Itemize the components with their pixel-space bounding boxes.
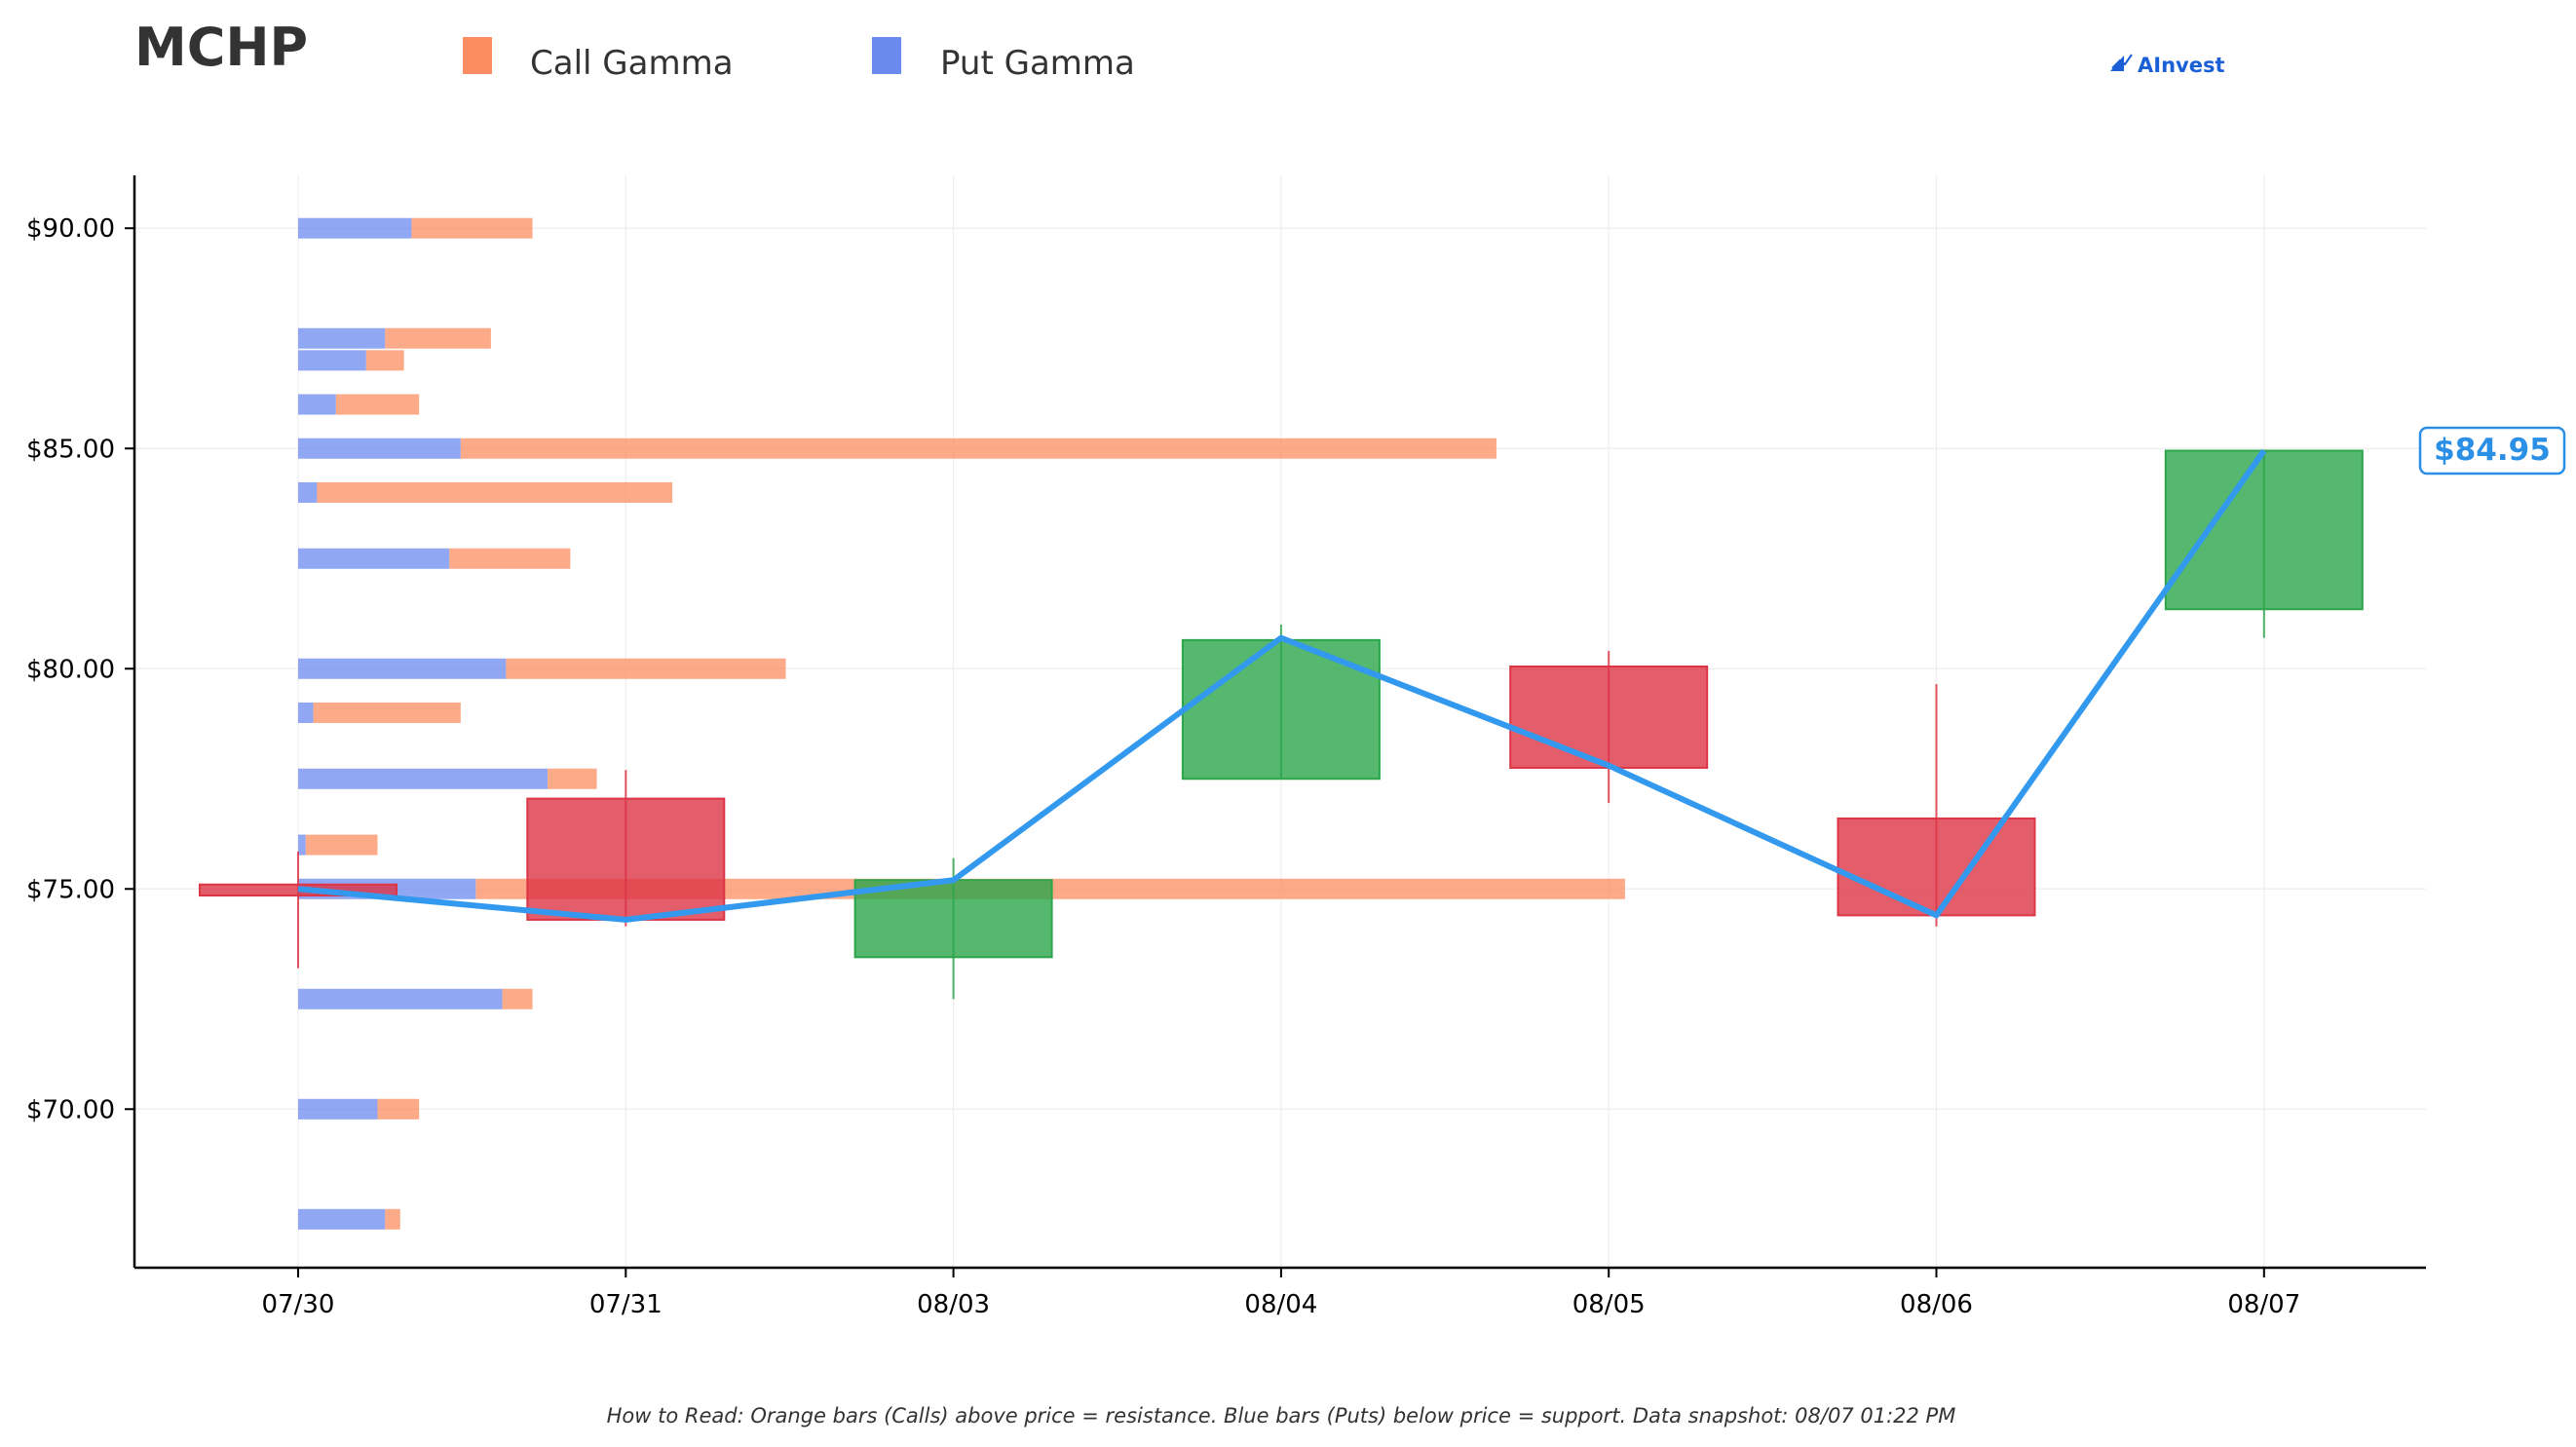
legend-label-put: Put Gamma bbox=[940, 44, 1135, 83]
call-gamma-bar bbox=[502, 988, 533, 1009]
put-gamma-bar bbox=[298, 1098, 378, 1120]
current-price-box bbox=[2418, 426, 2566, 476]
candle-body bbox=[2164, 449, 2364, 611]
call-gamma-bar bbox=[365, 350, 404, 371]
x-tick-label: 08/06 bbox=[1900, 1290, 1973, 1319]
y-tick-label: $70.00 bbox=[26, 1095, 115, 1124]
call-gamma-bar bbox=[460, 438, 1496, 459]
close-price-line bbox=[297, 448, 2267, 923]
x-tick-label: 07/31 bbox=[589, 1290, 663, 1319]
put-gamma-bar bbox=[298, 438, 461, 459]
x-tick-label: 08/07 bbox=[2227, 1290, 2300, 1319]
put-gamma-bar bbox=[298, 394, 336, 415]
legend-swatch-call bbox=[463, 37, 492, 74]
call-gamma-bar bbox=[449, 548, 571, 569]
y-tick-label: $75.00 bbox=[26, 875, 115, 904]
footnote: How to Read: Orange bars (Calls) above p… bbox=[607, 1404, 1956, 1428]
put-gamma-bar bbox=[298, 327, 386, 349]
put-gamma-bar bbox=[298, 988, 503, 1009]
legend-swatch-put bbox=[872, 37, 901, 74]
legend-label-call: Call Gamma bbox=[530, 44, 734, 83]
put-gamma-bar bbox=[298, 834, 306, 856]
put-gamma-bar bbox=[298, 217, 412, 239]
candle-body bbox=[526, 797, 726, 921]
put-gamma-bar bbox=[298, 548, 450, 569]
call-gamma-bar bbox=[548, 768, 597, 789]
call-gamma-bar bbox=[411, 217, 533, 239]
x-tick-label: 08/05 bbox=[1572, 1290, 1646, 1319]
put-gamma-bar bbox=[298, 702, 314, 723]
put-gamma-bar bbox=[298, 1208, 386, 1230]
call-gamma-bar bbox=[385, 1208, 400, 1230]
y-ticks: $70.00 $75.00 $80.00 $85.00 $90.00 bbox=[26, 214, 134, 1124]
call-gamma-bar bbox=[377, 1098, 420, 1120]
chart-title: MCHP bbox=[134, 17, 308, 78]
legend: Call Gamma Put Gamma bbox=[463, 37, 1135, 83]
call-gamma-bar bbox=[313, 702, 461, 723]
candle-body bbox=[853, 879, 1053, 959]
call-gamma-bar bbox=[385, 327, 491, 349]
current-price-label: $84.95 bbox=[2434, 433, 2551, 468]
candles bbox=[199, 449, 2364, 1000]
current-price-tag: $84.95 bbox=[2418, 426, 2566, 476]
x-ticks: 07/30 07/31 08/03 08/04 08/05 08/06 08/07 bbox=[262, 1268, 2300, 1319]
y-tick-label: $85.00 bbox=[26, 435, 115, 464]
put-gamma-bar bbox=[298, 768, 549, 789]
candle-body bbox=[1509, 665, 1709, 769]
call-gamma-bar bbox=[317, 481, 673, 503]
y-tick-label: $80.00 bbox=[26, 655, 115, 684]
gamma-bars bbox=[298, 217, 1625, 1230]
brand-arrow-icon bbox=[2111, 54, 2133, 69]
candle-body bbox=[1837, 817, 2036, 917]
call-gamma-bar bbox=[506, 658, 786, 679]
brand-logo: AInvest bbox=[2110, 54, 2225, 77]
close-line-layer bbox=[297, 448, 2267, 923]
y-tick-label: $90.00 bbox=[26, 214, 115, 244]
call-gamma-bar bbox=[335, 394, 420, 415]
candle-body bbox=[1181, 638, 1381, 781]
call-gamma-bar bbox=[305, 834, 378, 856]
x-tick-label: 08/03 bbox=[917, 1290, 990, 1319]
brand-name: AInvest bbox=[2138, 54, 2225, 77]
put-gamma-bar bbox=[298, 350, 366, 371]
x-tick-label: 07/30 bbox=[262, 1290, 335, 1319]
x-tick-label: 08/04 bbox=[1244, 1290, 1317, 1319]
put-gamma-bar bbox=[298, 481, 318, 503]
put-gamma-bar bbox=[298, 658, 507, 679]
